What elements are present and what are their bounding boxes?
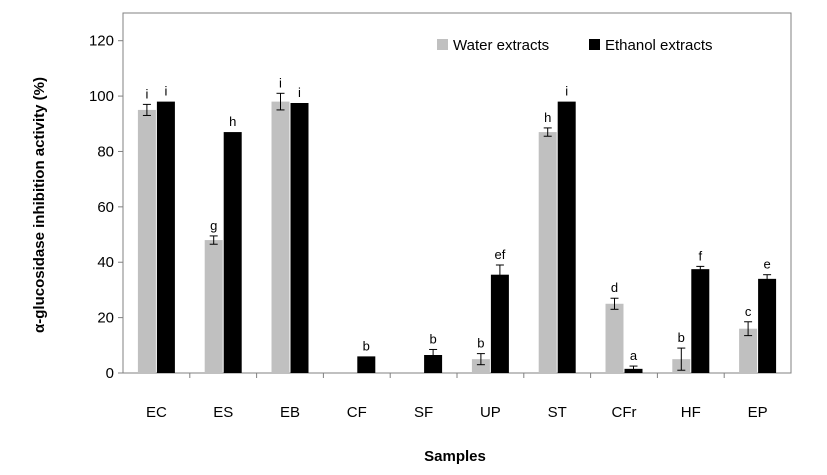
water-bar: [271, 101, 290, 373]
water-bar: [605, 303, 624, 373]
x-tick-label: CFr: [612, 404, 637, 421]
significance-label: g: [210, 218, 217, 233]
significance-label: c: [745, 304, 752, 319]
legend-label: Ethanol extracts: [605, 37, 713, 54]
significance-label: i: [279, 75, 282, 90]
ethanol-bar: [424, 355, 443, 373]
legend-swatch: [437, 39, 448, 50]
y-tick-label: 40: [97, 254, 114, 271]
significance-label: d: [611, 280, 618, 295]
ethanol-bar: [490, 274, 509, 373]
x-tick-label: UP: [480, 404, 501, 421]
water-bar: [204, 240, 223, 373]
water-bar: [137, 109, 156, 373]
significance-label: b: [429, 331, 436, 346]
x-tick-label: ST: [548, 404, 567, 421]
significance-label: a: [630, 348, 638, 363]
y-tick-label: 60: [97, 199, 114, 216]
y-tick-label: 100: [89, 88, 114, 105]
x-tick-label: EP: [748, 404, 768, 421]
significance-label: b: [363, 338, 370, 353]
y-tick-label: 80: [97, 143, 114, 160]
y-tick-label: 120: [89, 33, 114, 50]
significance-label: i: [565, 84, 568, 99]
significance-label: i: [145, 86, 148, 101]
x-tick-label: ES: [213, 404, 233, 421]
plot-area-border: [122, 12, 792, 374]
significance-label: b: [477, 336, 484, 351]
water-bar: [471, 359, 490, 373]
x-tick-label: HF: [681, 404, 701, 421]
ethanol-bar: [557, 101, 576, 373]
significance-label: f: [698, 248, 702, 263]
x-axis-title: Samples: [424, 448, 486, 465]
x-tick-label: SF: [414, 404, 433, 421]
significance-label: h: [544, 110, 551, 125]
legend-label: Water extracts: [453, 37, 549, 54]
significance-label: i: [298, 85, 301, 100]
significance-label: b: [678, 330, 685, 345]
x-tick-label: EC: [146, 404, 167, 421]
significance-label: e: [763, 257, 770, 272]
x-axis-ticks: EC ES EB CF SF UP ST CFr HF EP: [146, 373, 768, 421]
ethanol-bar: [223, 132, 242, 373]
legend: Water extracts Ethanol extracts: [437, 37, 713, 54]
axes: [122, 12, 792, 374]
ethanol-bar: [290, 103, 309, 373]
legend-swatch: [589, 39, 600, 50]
water-bar: [538, 132, 557, 373]
significance-label: i: [164, 84, 167, 99]
water-bar: [739, 328, 758, 373]
y-axis-ticks: 0 20 40 60 80 100 120: [89, 33, 123, 382]
x-tick-label: CF: [347, 404, 367, 421]
y-tick-label: 20: [97, 310, 114, 327]
y-tick-label: 0: [106, 365, 114, 382]
significance-label: h: [229, 114, 236, 129]
significance-label: ef: [494, 247, 505, 262]
ethanol-bar: [357, 356, 376, 373]
ethanol-bar: [156, 101, 175, 373]
ethanol-bar: [691, 269, 710, 373]
y-axis-title: α-glucosidase inhibition activity (%): [31, 77, 48, 333]
ethanol-bar: [758, 278, 777, 373]
x-tick-label: EB: [280, 404, 300, 421]
